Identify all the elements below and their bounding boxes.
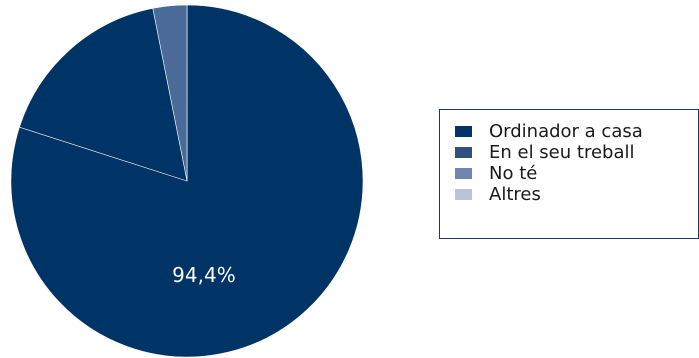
legend-item-ordinador-a-casa: Ordinador a casa: [455, 121, 698, 142]
legend-item-altres: Altres: [455, 184, 698, 205]
legend-label-en-el-seu-treball: En el seu treball: [489, 142, 635, 163]
pie-slice-label-ordinador-a-casa: 94,4%: [172, 263, 236, 287]
legend-item-en-el-seu-treball: En el seu treball: [455, 142, 698, 163]
legend-item-no-te: No té: [455, 163, 698, 184]
legend-label-ordinador-a-casa: Ordinador a casa: [489, 121, 643, 142]
legend-swatch-ordinador-a-casa: [455, 126, 472, 137]
legend-swatch-en-el-seu-treball: [455, 147, 472, 158]
legend-label-altres: Altres: [489, 184, 541, 205]
legend: Ordinador a casa En el seu treball No té…: [439, 109, 699, 239]
legend-swatch-altres: [455, 189, 472, 200]
pie-slices: [10, 4, 364, 358]
legend-label-no-te: No té: [489, 163, 538, 184]
legend-swatch-no-te: [455, 168, 472, 179]
pie-slice-labels: 94,4%: [172, 263, 236, 287]
pie-slice-dark-visual: [19, 8, 188, 182]
